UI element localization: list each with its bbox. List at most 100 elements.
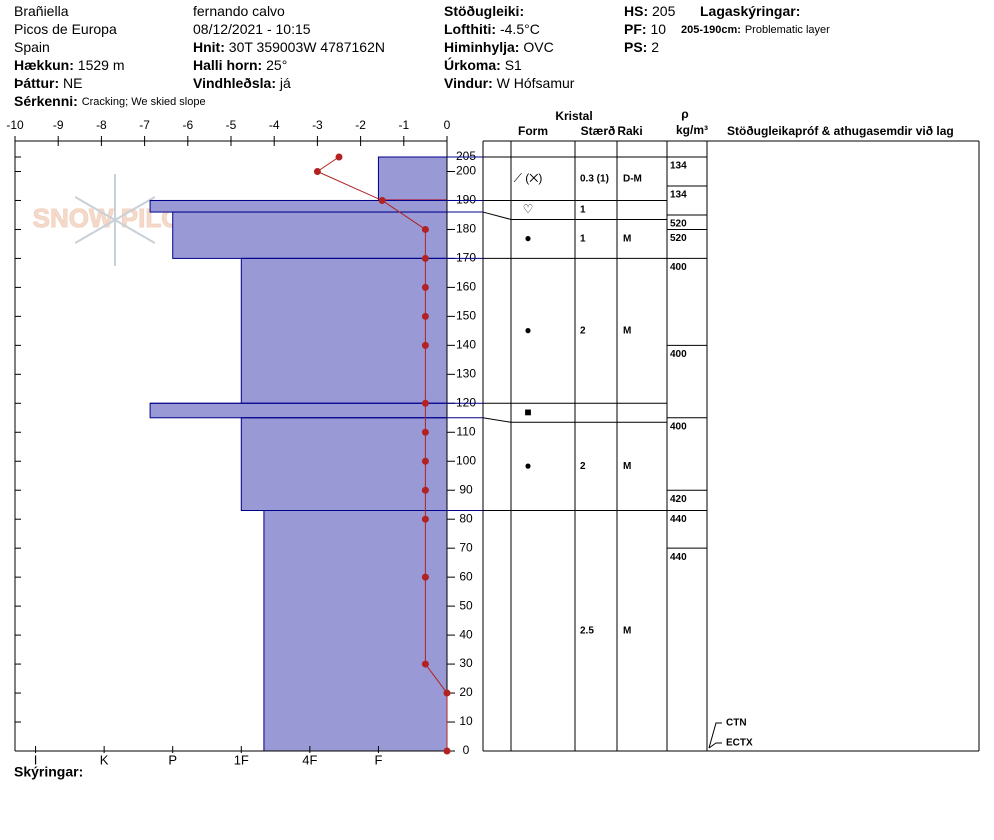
header-value: 30T 359003W 4787162N — [229, 39, 385, 55]
header-value: Cracking; We skied slope — [82, 96, 206, 108]
temperature-point — [421, 457, 429, 465]
hardness-bar — [149, 199, 448, 213]
temperature-point — [421, 254, 429, 262]
watermark-flake — [114, 196, 156, 221]
temperature-point — [378, 196, 386, 204]
temperature-point — [421, 283, 429, 291]
table-header: Kristal — [555, 109, 592, 123]
header-label: HS: — [624, 3, 648, 19]
density-value: 440 — [670, 552, 687, 563]
header-item: Þáttur: NE — [14, 75, 82, 91]
density-value: 400 — [670, 349, 687, 360]
header-label: Halli horn: — [193, 57, 262, 73]
header-value: Brañiella — [14, 3, 69, 19]
temperature-point — [421, 486, 429, 494]
table-header: Form — [518, 124, 548, 138]
moisture: M — [623, 461, 631, 472]
header-label: Vindur: — [444, 75, 493, 91]
crystal-size: 1 — [580, 234, 586, 245]
header-value: NE — [63, 75, 82, 91]
density-value: 520 — [670, 233, 687, 244]
crystal-form: ⟋ (✕) — [514, 171, 543, 185]
moisture: M — [623, 625, 631, 636]
crystal-form: ■ — [524, 405, 531, 419]
header-label: PF: — [624, 21, 647, 37]
header-value: 08/12/2021 - 10:15 — [193, 21, 311, 37]
header-item: Lofthiti: -4.5°C — [444, 21, 540, 37]
header-item: 205-190cm: Problematic layer — [681, 21, 830, 37]
layer-connector — [482, 211, 512, 220]
height-tick-label: 50 — [459, 598, 473, 612]
header-value: 1529 m — [78, 57, 125, 73]
header-label: Lagaskýringar: — [700, 3, 800, 19]
header-value: W Hófsamur — [497, 75, 575, 91]
hardness-bar — [263, 510, 448, 752]
table-header: ρ — [681, 107, 688, 121]
header-value: Picos de Europa — [14, 21, 117, 37]
header-item: HS: 205 — [624, 3, 676, 19]
temperature-point — [443, 747, 451, 755]
layer-connector — [482, 417, 512, 423]
watermark-flake — [74, 196, 116, 221]
temperature-point — [313, 167, 321, 175]
height-tick-label: 140 — [456, 338, 476, 352]
height-tick-label: 80 — [459, 511, 473, 525]
temp-tick-label: -2 — [355, 118, 366, 132]
crystal-size: 2.5 — [580, 625, 594, 636]
temp-tick-label: -9 — [53, 118, 64, 132]
height-tick-label: 0 — [463, 743, 470, 757]
header-item: fernando calvo — [193, 3, 285, 19]
temperature-point — [335, 153, 343, 161]
temperature-point — [421, 225, 429, 233]
temp-tick-label: -10 — [6, 118, 24, 132]
notes-label: Skýringar: — [14, 764, 83, 780]
temperature-point — [421, 660, 429, 668]
temp-tick-label: -7 — [139, 118, 150, 132]
height-tick-label: 110 — [456, 424, 475, 438]
hardness-tick-label: K — [100, 752, 109, 767]
crystal-form: ● — [524, 231, 531, 245]
height-tick-label: 40 — [459, 627, 473, 641]
header-item: Halli horn: 25° — [193, 57, 287, 73]
table-header: Stærð — [581, 124, 616, 138]
header-item: PF: 10 — [624, 21, 666, 37]
height-tick-label: 200 — [456, 164, 476, 178]
hardness-tick-label: 1F — [234, 752, 249, 767]
density-value: 400 — [670, 262, 687, 273]
header-item: PS: 2 — [624, 39, 659, 55]
temperature-point — [421, 341, 429, 349]
temp-tick-label: -3 — [312, 118, 323, 132]
header-value: 10 — [650, 21, 666, 37]
hardness-tick-label: F — [374, 752, 382, 767]
watermark-flake — [74, 219, 116, 244]
header-value: 205 — [652, 3, 676, 19]
table-header: kg/m³ — [676, 123, 708, 137]
density-value: 420 — [670, 494, 687, 505]
height-tick-label: 150 — [456, 309, 476, 323]
crystal-size: 2 — [580, 461, 586, 472]
temperature-point — [421, 515, 429, 523]
header-value: 25° — [266, 57, 287, 73]
header-value: -4.5°C — [500, 21, 540, 37]
hardness-tick-label: P — [168, 752, 177, 767]
header-value: OVC — [523, 39, 553, 55]
stability-test: ECTX — [726, 738, 753, 749]
header-label: Þáttur: — [14, 75, 59, 91]
header-item: Himinhylja: OVC — [444, 39, 554, 55]
height-tick-label: 180 — [456, 222, 476, 236]
density-value: 134 — [670, 161, 687, 172]
header-item: Hnit: 30T 359003W 4787162N — [193, 39, 385, 55]
header-item: Brañiella — [14, 3, 69, 19]
crystal-form: ♡ — [523, 202, 534, 216]
crystal-size: 0.3 (1) — [580, 173, 609, 184]
header-value: Problematic layer — [745, 24, 830, 36]
density-value: 134 — [670, 190, 687, 201]
hardness-bar — [240, 257, 448, 404]
header-value: fernando calvo — [193, 3, 285, 19]
hardness-bar — [377, 156, 448, 201]
height-tick-label: 70 — [459, 540, 473, 554]
density-value: 400 — [670, 421, 687, 432]
height-tick-label: 160 — [456, 280, 476, 294]
header-item: Hækkun: 1529 m — [14, 57, 125, 73]
